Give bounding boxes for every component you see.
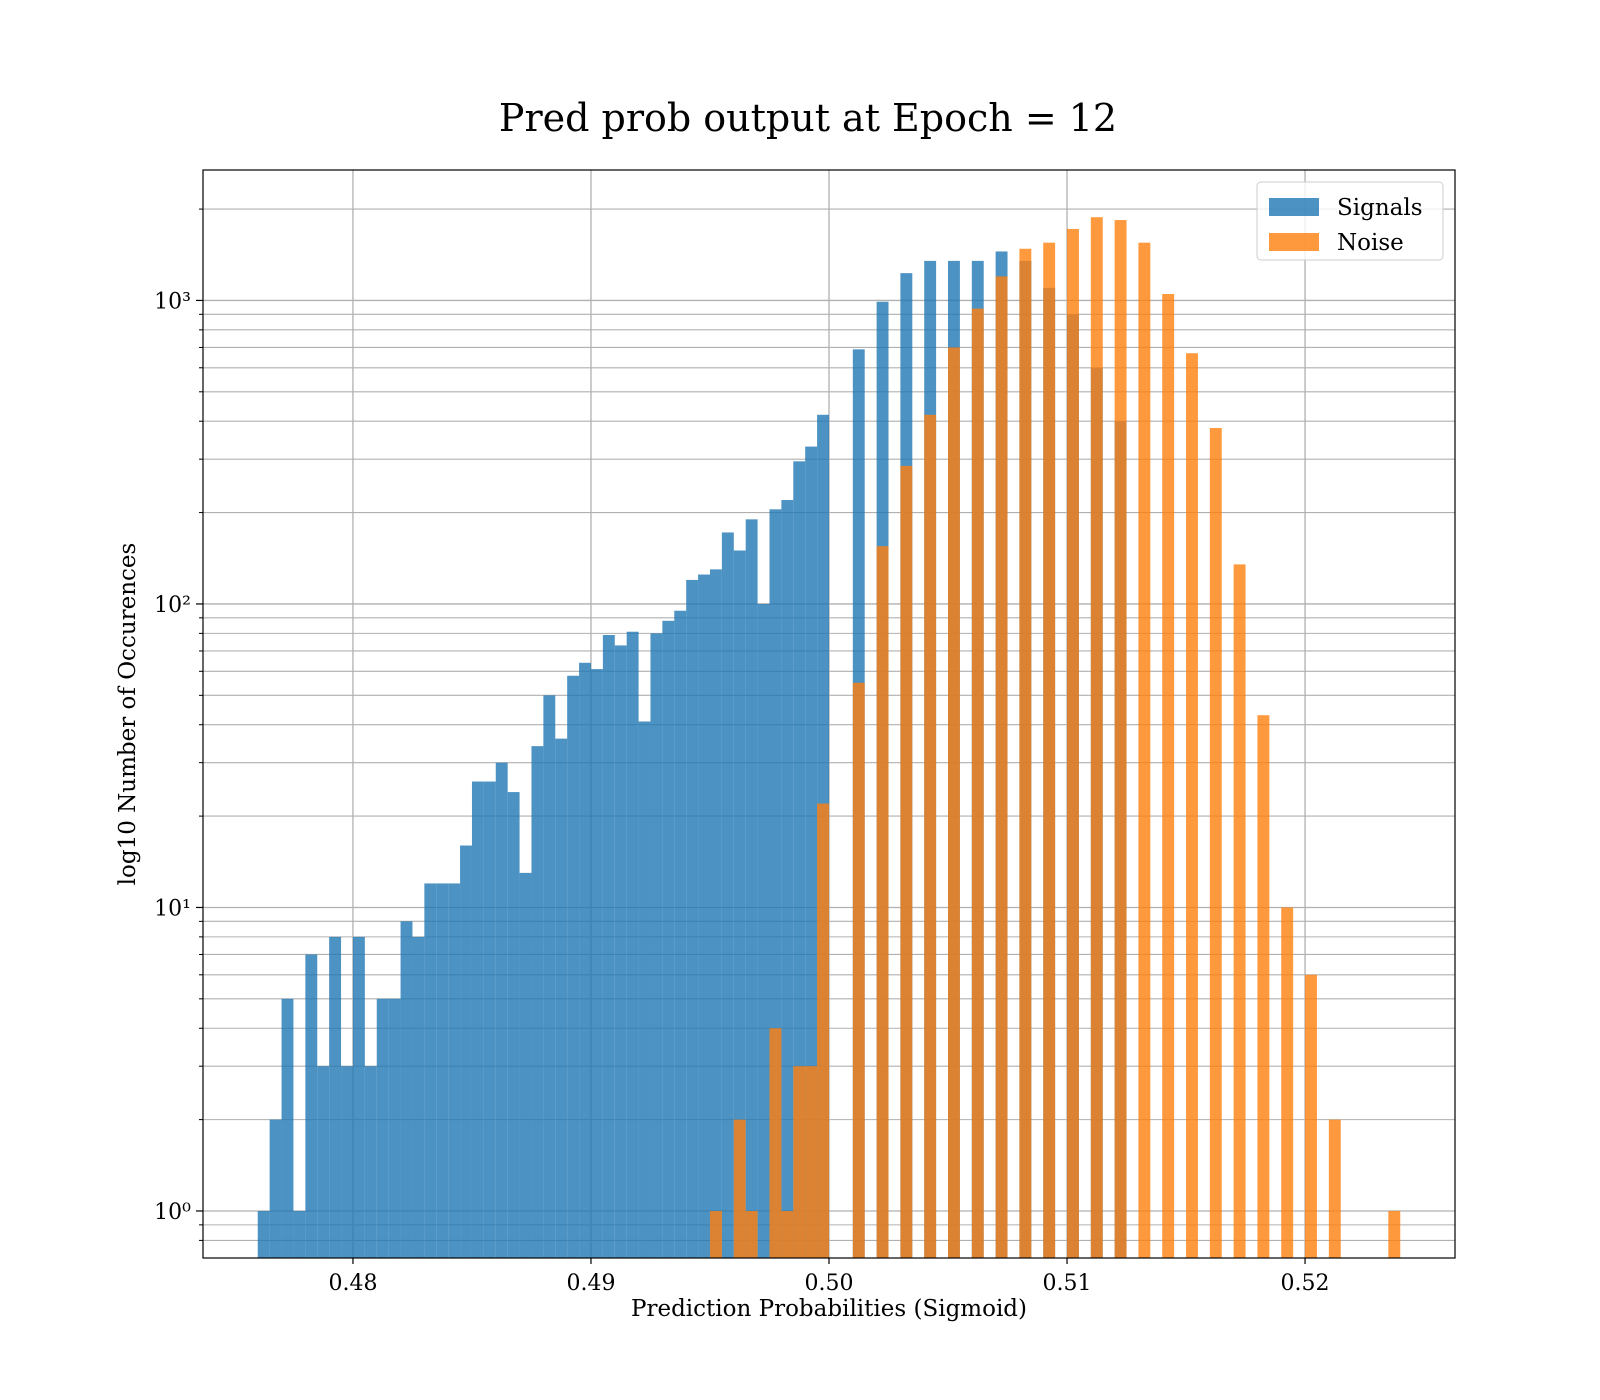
histogram-bar: [971, 308, 984, 1258]
y-tick-label: 10³: [154, 289, 191, 314]
histogram-bar: [1209, 427, 1222, 1258]
histogram-bar: [257, 1210, 270, 1258]
histogram-bar: [1090, 217, 1103, 1259]
histogram-bar: [1186, 353, 1198, 1258]
histogram-bar: [769, 509, 782, 1258]
axes: 0.48 0.49 0.50 0.51 0.52 10⁰ 10¹ 10² 10³ Signals N…: [154, 169, 1456, 1296]
histogram-bar: [400, 921, 413, 1258]
histogram-bar: [448, 883, 461, 1258]
y-axis-label: log10 Number of Occurences: [115, 543, 141, 886]
histogram-bar: [781, 500, 794, 1258]
x-axis-label: Prediction Probabilities (Sigmoid): [631, 1296, 1027, 1322]
histogram-bar: [626, 631, 639, 1258]
histogram-bar: [352, 936, 365, 1258]
histogram-bar: [436, 883, 449, 1258]
histogram-bar: [531, 746, 544, 1258]
histogram-bar: [329, 936, 342, 1258]
y-tick-label: 10²: [154, 593, 191, 618]
histogram-bar: [817, 803, 829, 1258]
histogram-bar: [543, 695, 556, 1258]
histogram-bar: [579, 662, 591, 1258]
histogram-bar: [1328, 1119, 1341, 1258]
x-tick-label: 0.48: [328, 1271, 377, 1296]
histogram-bar: [519, 872, 532, 1258]
histogram-bar: [317, 1066, 330, 1258]
histogram-bar: [471, 781, 484, 1258]
histogram-bar: [1305, 974, 1317, 1258]
histogram-bar: [269, 1119, 282, 1258]
histogram-bar: [460, 845, 472, 1258]
histogram-bar: [1257, 715, 1270, 1258]
histogram-bar: [805, 1066, 818, 1258]
legend: Signals Noise: [1256, 181, 1444, 261]
x-tick-label: 0.51: [1043, 1271, 1092, 1296]
histogram-bar: [555, 738, 568, 1258]
chart-title: Pred prob output at Epoch = 12: [499, 96, 1117, 140]
y-tick-label: 10⁰: [154, 1200, 191, 1225]
histogram-bar: [1114, 220, 1127, 1258]
histogram-bar: [757, 603, 770, 1258]
histogram-bar: [602, 635, 615, 1258]
histogram-bar: [1019, 248, 1032, 1259]
histogram-bar: [1281, 907, 1294, 1258]
histogram-bar: [793, 1066, 806, 1258]
histogram-bar: [1388, 1210, 1401, 1258]
histogram-bar: [590, 669, 603, 1258]
histogram-bar: [745, 519, 758, 1258]
histogram-bar: [507, 792, 520, 1258]
histogram-bar: [567, 675, 580, 1258]
legend-swatch: [1269, 198, 1319, 216]
histogram-bar: [769, 1028, 782, 1258]
histogram-bar: [424, 883, 437, 1258]
histogram-bar: [662, 620, 675, 1258]
x-tick-label: 0.52: [1281, 1271, 1330, 1296]
histogram-bar: [733, 1119, 746, 1258]
histogram-bar: [995, 276, 1008, 1258]
x-tick-label: 0.49: [566, 1271, 615, 1296]
histogram-bar: [483, 781, 496, 1258]
histogram-bar: [1162, 294, 1175, 1259]
histogram-bar: [745, 1210, 758, 1258]
histogram-bar: [376, 998, 389, 1258]
y-tick-label: 10¹: [154, 896, 191, 921]
histogram-bar: [364, 1066, 377, 1258]
histogram-bar: [793, 461, 806, 1258]
histogram-bar: [1067, 228, 1079, 1258]
histogram-bar: [781, 1210, 794, 1258]
histogram-bar: [709, 569, 722, 1258]
histogram-bar: [876, 546, 889, 1258]
histogram-bar: [805, 446, 818, 1258]
histogram-bar: [1043, 242, 1056, 1259]
histogram-bar: [305, 954, 318, 1258]
histogram-bar: [733, 550, 746, 1258]
x-tick-label: 0.50: [805, 1271, 854, 1296]
histogram-bar: [638, 721, 651, 1258]
histogram-bar: [614, 645, 627, 1258]
histogram-bar: [686, 579, 699, 1258]
histogram-bar: [281, 998, 294, 1258]
histogram-bar: [1138, 242, 1151, 1259]
histogram-bar: [924, 414, 937, 1258]
histogram-bar: [412, 936, 425, 1258]
histogram-bar: [900, 465, 913, 1258]
histogram-bar: [698, 574, 710, 1258]
histogram-bar: [709, 1210, 722, 1258]
histogram-bar: [495, 762, 508, 1258]
histogram-bar: [293, 1210, 306, 1258]
histogram-bar: [341, 1066, 353, 1258]
histogram-bar: [650, 633, 663, 1258]
histogram-bar: [388, 998, 401, 1258]
histogram-bar: [721, 532, 734, 1258]
legend-swatch: [1269, 233, 1319, 251]
histogram-bar: [852, 682, 865, 1258]
histogram-bar: [948, 347, 960, 1259]
histogram-bar: [674, 610, 687, 1258]
histogram-bar: [1233, 564, 1246, 1258]
legend-label: Signals: [1337, 195, 1423, 221]
legend-label: Noise: [1337, 230, 1404, 256]
bars: [257, 217, 1401, 1259]
